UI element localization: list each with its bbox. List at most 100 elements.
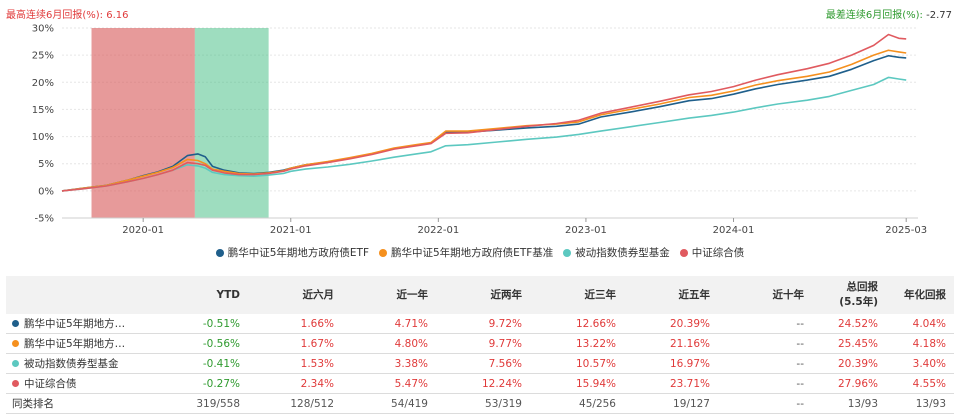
rank-row: 同类排名 319/558 128/512 54/419 53/319 45/256 19/1… — [6, 393, 954, 414]
x-tick-label: 2022-01 — [417, 225, 459, 236]
best-6m-value: 6.16 — [106, 10, 129, 21]
cell-value: -- — [718, 314, 812, 334]
legend-item[interactable]: 鹏华中证5年期地方政府债ETF — [215, 245, 369, 260]
row-name-label: 鹏华中证5年期地方… — [24, 338, 126, 350]
x-tick-label: 2020-01 — [122, 225, 164, 236]
legend-dot-icon — [379, 248, 387, 257]
rank-value: 319/558 — [166, 393, 248, 414]
cell-value: 4.80% — [342, 333, 436, 354]
rank-label: 同类排名 — [6, 393, 166, 414]
cell-value: 12.66% — [530, 314, 624, 334]
table-row: 中证综合债 -0.27% 2.34% 5.47% 12.24% 15.94% 23.71% -… — [6, 373, 954, 394]
cell-value: 1.66% — [248, 314, 342, 334]
legend-label: 鹏华中证5年期地方政府债ETF — [227, 247, 369, 259]
best-6m-label: 最高连续6月回报(%): — [6, 10, 104, 21]
rank-value: 13/93 — [886, 393, 954, 414]
cell-value: -0.51% — [166, 314, 248, 334]
x-tick-label: 2024-01 — [713, 225, 755, 236]
cell-value: 16.97% — [624, 353, 718, 374]
legend-dot-icon — [563, 248, 572, 257]
rank-value: 128/512 — [248, 393, 342, 414]
row-name: 鹏华中证5年期地方… — [6, 314, 166, 334]
row-name-label: 鹏华中证5年期地方… — [24, 318, 126, 330]
row-name-label: 被动指数债券型基金 — [24, 358, 119, 370]
cell-value: 4.18% — [886, 333, 954, 354]
cell-value: 25.45% — [812, 333, 886, 354]
cell-value: 1.67% — [248, 333, 342, 354]
best-6m-band — [91, 28, 195, 218]
table-row: 鹏华中证5年期地方… -0.51% 1.66% 4.71% 9.72% 12.66% 20.… — [6, 314, 954, 334]
y-tick-label: 25% — [32, 51, 54, 62]
cell-value: -- — [718, 373, 812, 394]
best-6m-return: 最高连续6月回报(%): 6.16 — [6, 6, 129, 21]
series-line-3 — [61, 76, 907, 192]
rank-value: 19/127 — [624, 393, 718, 414]
cell-value: 13.22% — [530, 333, 624, 354]
rank-value: -- — [718, 393, 812, 414]
y-tick-label: 0% — [38, 186, 54, 197]
worst-6m-label: 最差连续6月回报(%): — [825, 10, 923, 21]
row-name: 鹏华中证5年期地方… — [6, 333, 166, 354]
x-tick-label: 2021-01 — [270, 225, 312, 236]
table-header-row: YTD 近六月 近一年 近两年 近三年 近五年 近十年 总回报 (5.5年) 年化回报 — [6, 276, 954, 314]
y-tick-label: 5% — [38, 159, 54, 170]
series-dot-icon — [12, 360, 19, 367]
cell-value: 4.04% — [886, 314, 954, 334]
legend-item[interactable]: 被动指数债券型基金 — [563, 245, 670, 260]
series-dot-icon — [12, 340, 19, 347]
cell-value: 4.71% — [342, 314, 436, 334]
worst-6m-value: -2.77 — [926, 10, 952, 21]
cell-value: 21.16% — [624, 333, 718, 354]
column-header: 近十年 — [718, 276, 812, 314]
x-tick-label: 2025-03 — [885, 225, 927, 236]
cell-value: 20.39% — [812, 353, 886, 374]
column-header: 近一年 — [342, 276, 436, 314]
column-header: 近六月 — [248, 276, 342, 314]
legend-label: 中证综合债 — [691, 247, 745, 259]
legend-item[interactable]: 鹏华中证5年期地方政府债ETF基准 — [379, 245, 553, 260]
column-header: 近三年 — [530, 276, 624, 314]
chart-legend: 鹏华中证5年期地方政府债ETF 鹏华中证5年期地方政府债ETF基准 被动指数债券型基… — [0, 245, 960, 260]
return-chart[interactable]: 30% 25% 20% 15% 10% 5% 0% -5% 2020-01 2021-01 2022… — [0, 20, 960, 242]
row-name: 中证综合债 — [6, 373, 166, 394]
y-tick-label: -5% — [35, 214, 54, 225]
cell-value: 12.24% — [436, 373, 530, 394]
cell-value: 10.57% — [530, 353, 624, 374]
rank-value: 54/419 — [342, 393, 436, 414]
series-dot-icon — [12, 380, 19, 387]
y-tick-label: 30% — [32, 24, 54, 35]
column-header: 近两年 — [436, 276, 530, 314]
column-header — [6, 276, 166, 314]
table-row: 被动指数债券型基金 -0.41% 1.53% 3.38% 7.56% 10.57% 16.9… — [6, 353, 954, 374]
cell-value: -0.27% — [166, 373, 248, 394]
performance-table: YTD 近六月 近一年 近两年 近三年 近五年 近十年 总回报 (5.5年) 年化回报 鹏华中证5… — [6, 276, 954, 414]
cell-value: 15.94% — [530, 373, 624, 394]
row-name-label: 中证综合债 — [24, 378, 77, 390]
cell-value: 3.38% — [342, 353, 436, 374]
table-row: 鹏华中证5年期地方… -0.56% 1.67% 4.80% 9.77% 13.22% 21.… — [6, 333, 954, 354]
column-header: 年化回报 — [886, 276, 954, 314]
y-tick-label: 15% — [32, 105, 54, 116]
legend-label: 鹏华中证5年期地方政府债ETF基准 — [391, 247, 554, 259]
legend-dot-icon — [679, 248, 688, 257]
cell-value: -0.56% — [166, 333, 248, 354]
rank-value: 53/319 — [436, 393, 530, 414]
y-tick-label: 10% — [32, 132, 54, 143]
cell-value: -- — [718, 333, 812, 354]
cell-value: 7.56% — [436, 353, 530, 374]
cell-value: 5.47% — [342, 373, 436, 394]
column-header: 近五年 — [624, 276, 718, 314]
series-line-4 — [61, 33, 907, 192]
cell-value: -- — [718, 353, 812, 374]
cell-value: 23.71% — [624, 373, 718, 394]
cell-value: 4.55% — [886, 373, 954, 394]
column-header-total: 总回报 — [846, 281, 879, 293]
cell-value: 2.34% — [248, 373, 342, 394]
rank-value: 13/93 — [812, 393, 886, 414]
cell-value: 9.72% — [436, 314, 530, 334]
series-line-2 — [61, 49, 907, 192]
cell-value: 3.40% — [886, 353, 954, 374]
legend-item[interactable]: 中证综合债 — [679, 245, 745, 260]
cell-value: -0.41% — [166, 353, 248, 374]
column-header: 总回报 (5.5年) — [812, 276, 886, 314]
